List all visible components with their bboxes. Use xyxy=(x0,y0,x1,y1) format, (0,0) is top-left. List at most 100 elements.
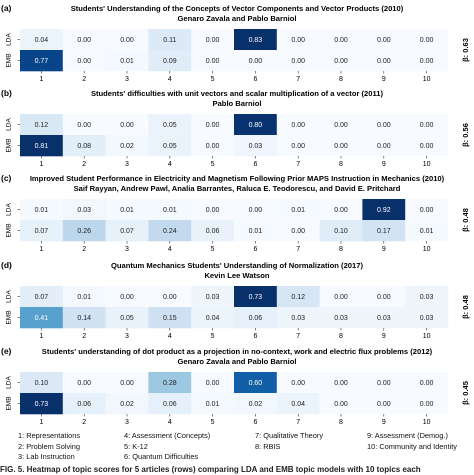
cell-value-label: 0.24 xyxy=(163,228,177,235)
panel-letter: (b) xyxy=(1,88,12,98)
cell-value-label: 0.01 xyxy=(35,207,49,214)
cell-value-label: 0.00 xyxy=(420,143,434,150)
heatmap-cell xyxy=(362,372,406,394)
row-label: EMB xyxy=(6,310,13,324)
cell-value-label: 0.00 xyxy=(291,37,305,44)
heatmap-cell xyxy=(148,29,192,51)
x-tick-label: 6 xyxy=(253,76,257,83)
x-tick-label: 4 xyxy=(168,161,172,168)
heatmap-cell xyxy=(319,372,363,394)
cell-value-label: 0.00 xyxy=(77,122,91,129)
beta-score-label: β: 0.45 xyxy=(461,381,470,405)
panel-authors: Pablo Barniol xyxy=(213,99,262,108)
cell-value-label: 0.73 xyxy=(35,401,49,408)
x-tick-label: 7 xyxy=(296,333,300,340)
cell-value-label: 0.00 xyxy=(120,37,134,44)
panel-title: Students' understanding of dot product a… xyxy=(42,347,433,356)
cell-value-label: 0.83 xyxy=(249,37,263,44)
heatmap-cell xyxy=(20,199,64,221)
heatmap-cell xyxy=(362,135,406,157)
cell-value-label: 0.05 xyxy=(120,315,134,322)
cell-value-label: 0.07 xyxy=(35,228,49,235)
cell-value-label: 0.04 xyxy=(206,315,220,322)
row-label: EMB xyxy=(6,53,13,67)
cell-value-label: 0.00 xyxy=(334,58,348,65)
cell-value-label: 0.05 xyxy=(163,122,177,129)
heatmap-cell xyxy=(191,50,235,72)
cell-value-label: 0.00 xyxy=(377,37,391,44)
heatmap-cell xyxy=(191,393,235,415)
heatmap-cell xyxy=(234,286,278,308)
heatmap-cell xyxy=(20,29,64,51)
heatmap-cell xyxy=(405,286,449,308)
heatmap-cell xyxy=(276,220,320,242)
row-label: LDA xyxy=(6,203,13,216)
cell-value-label: 0.00 xyxy=(291,122,305,129)
heatmap-cell xyxy=(20,220,64,242)
cell-value-label: 0.04 xyxy=(291,401,305,408)
cell-value-label: 0.00 xyxy=(206,380,220,387)
cell-value-label: 0.00 xyxy=(291,228,305,235)
heatmap-cell xyxy=(105,199,149,221)
row-label: LDA xyxy=(6,33,13,46)
panel-letter: (a) xyxy=(1,3,12,13)
x-tick-label: 2 xyxy=(82,76,86,83)
x-tick-label: 4 xyxy=(168,333,172,340)
panel-authors: Genaro Zavala and Pablo Barniol xyxy=(177,14,296,23)
heatmap-cell xyxy=(20,114,64,136)
heatmap-cell xyxy=(62,50,106,72)
cell-value-label: 0.14 xyxy=(77,315,91,322)
beta-score-label: β: 0.48 xyxy=(461,208,470,232)
heatmap-cell xyxy=(105,220,149,242)
heatmap-cell xyxy=(191,135,235,157)
heatmap-cell xyxy=(276,29,320,51)
heatmap-cell xyxy=(234,220,278,242)
cell-value-label: 0.00 xyxy=(249,58,263,65)
heatmap-cell xyxy=(105,50,149,72)
row-label: LDA xyxy=(6,118,13,131)
cell-value-label: 0.07 xyxy=(35,294,49,301)
legend-item: 6: Quantum Difficulties xyxy=(124,452,199,461)
panel-title: Quantum Mechanics Students' Understandin… xyxy=(111,261,363,270)
cell-value-label: 0.05 xyxy=(163,143,177,150)
legend-column-1: 1: Representations 2: Problem Solving 3:… xyxy=(18,431,80,463)
heatmap-cell xyxy=(62,220,106,242)
heatmap-cell xyxy=(191,220,235,242)
cell-value-label: 0.26 xyxy=(77,228,91,235)
heatmap-cell xyxy=(148,199,192,221)
cell-value-label: 0.03 xyxy=(420,294,434,301)
x-tick-label: 6 xyxy=(253,246,257,253)
x-tick-label: 4 xyxy=(168,246,172,253)
heatmap-cell xyxy=(20,286,64,308)
x-tick-label: 10 xyxy=(423,76,431,83)
cell-value-label: 0.92 xyxy=(377,207,391,214)
legend-item: 4: Assessment (Concepts) xyxy=(124,431,211,440)
cell-value-label: 0.00 xyxy=(291,380,305,387)
heatmap-cell xyxy=(20,135,64,157)
heatmap-cell xyxy=(276,393,320,415)
legend-item: 3: Lab Instruction xyxy=(18,452,75,461)
heatmap-cell xyxy=(105,307,149,329)
cell-value-label: 0.80 xyxy=(249,122,263,129)
cell-value-label: 0.00 xyxy=(377,380,391,387)
heatmap-cell xyxy=(20,393,64,415)
heatmap-cell xyxy=(362,286,406,308)
cell-value-label: 0.01 xyxy=(77,294,91,301)
heatmap-cell xyxy=(362,199,406,221)
heatmap-cell xyxy=(319,286,363,308)
cell-value-label: 0.03 xyxy=(291,315,305,322)
cell-value-label: 0.41 xyxy=(35,315,49,322)
cell-value-label: 0.00 xyxy=(420,401,434,408)
heatmap-cell xyxy=(62,393,106,415)
heatmap-cell xyxy=(105,372,149,394)
cell-value-label: 0.10 xyxy=(35,380,49,387)
x-tick-label: 5 xyxy=(211,419,215,426)
cell-value-label: 0.00 xyxy=(291,58,305,65)
cell-value-label: 0.00 xyxy=(377,143,391,150)
cell-value-label: 0.03 xyxy=(377,315,391,322)
heatmap-cell xyxy=(405,372,449,394)
cell-value-label: 0.00 xyxy=(334,401,348,408)
cell-value-label: 0.00 xyxy=(206,58,220,65)
x-tick-label: 9 xyxy=(382,333,386,340)
